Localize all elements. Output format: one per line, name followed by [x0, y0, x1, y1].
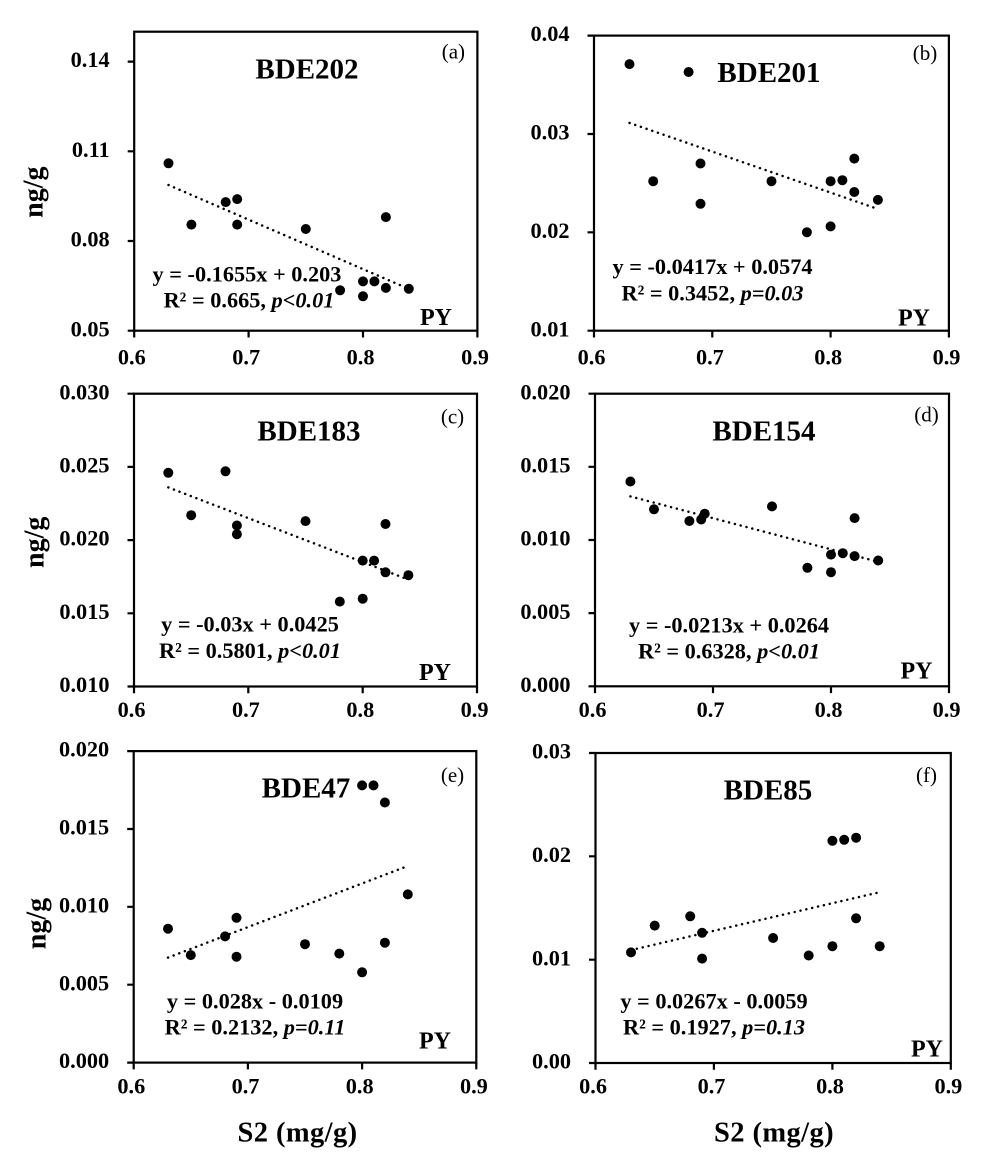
- svg-text:0.010: 0.010: [520, 526, 570, 551]
- svg-text:ng/g: ng/g: [19, 167, 50, 218]
- svg-text:0.6: 0.6: [118, 344, 146, 369]
- svg-text:0.00: 0.00: [532, 1049, 571, 1074]
- svg-text:S2 (mg/g): S2 (mg/g): [714, 1117, 834, 1148]
- svg-text:y = -0.0417x + 0.0574: y = -0.0417x + 0.0574: [612, 254, 812, 279]
- svg-text:0.020: 0.020: [59, 737, 109, 762]
- svg-text:y = -0.0213x + 0.0264: y = -0.0213x + 0.0264: [629, 613, 829, 638]
- svg-text:0.03: 0.03: [530, 120, 569, 145]
- svg-text:0.8: 0.8: [346, 1074, 374, 1099]
- svg-text:0.7: 0.7: [232, 1074, 260, 1099]
- svg-text:R² = 0.1927, p=0.13: R² = 0.1927, p=0.13: [623, 1015, 805, 1040]
- svg-text:(e): (e): [441, 763, 464, 787]
- svg-text:0.015: 0.015: [520, 452, 570, 477]
- svg-text:0.000: 0.000: [520, 672, 570, 697]
- svg-text:(c): (c): [441, 405, 464, 429]
- svg-text:PY: PY: [901, 659, 933, 685]
- svg-text:R² = 0.5801, p<0.01: R² = 0.5801, p<0.01: [159, 638, 341, 663]
- svg-text:BDE201: BDE201: [717, 57, 820, 89]
- svg-text:0.6: 0.6: [118, 697, 146, 722]
- svg-text:PY: PY: [419, 1029, 451, 1055]
- svg-text:0.08: 0.08: [71, 227, 110, 252]
- svg-text:0.04: 0.04: [530, 21, 569, 46]
- svg-text:0.010: 0.010: [59, 892, 109, 917]
- svg-text:y = -0.03x + 0.0425: y = -0.03x + 0.0425: [161, 612, 339, 637]
- svg-text:0.000: 0.000: [59, 1048, 109, 1073]
- svg-text:0.6: 0.6: [578, 344, 606, 369]
- svg-text:y = -0.1655x + 0.203: y = -0.1655x + 0.203: [153, 262, 342, 287]
- svg-text:0.020: 0.020: [520, 379, 570, 404]
- svg-text:0.02: 0.02: [530, 218, 569, 243]
- svg-text:0.7: 0.7: [232, 344, 260, 369]
- svg-text:0.6: 0.6: [117, 1074, 145, 1099]
- svg-text:0.02: 0.02: [532, 842, 571, 867]
- svg-text:PY: PY: [911, 1037, 943, 1063]
- svg-text:0.05: 0.05: [71, 316, 110, 341]
- svg-text:0.005: 0.005: [59, 970, 109, 995]
- svg-text:(b): (b): [913, 41, 938, 65]
- svg-text:0.11: 0.11: [72, 137, 110, 162]
- svg-text:0.9: 0.9: [933, 344, 961, 369]
- svg-text:BDE202: BDE202: [255, 53, 358, 85]
- svg-text:S2 (mg/g): S2 (mg/g): [238, 1117, 358, 1148]
- svg-text:y = 0.028x - 0.0109: y = 0.028x - 0.0109: [167, 989, 343, 1014]
- svg-text:BDE47: BDE47: [262, 773, 351, 805]
- svg-text:0.6: 0.6: [579, 697, 607, 722]
- svg-text:0.010: 0.010: [59, 672, 109, 697]
- svg-text:0.015: 0.015: [59, 599, 109, 624]
- svg-text:BDE183: BDE183: [257, 415, 360, 447]
- svg-text:0.025: 0.025: [59, 453, 109, 478]
- svg-text:0.8: 0.8: [347, 344, 375, 369]
- svg-text:0.9: 0.9: [461, 344, 489, 369]
- svg-text:0.01: 0.01: [530, 316, 569, 341]
- svg-text:0.03: 0.03: [532, 739, 571, 764]
- svg-text:0.9: 0.9: [934, 1074, 962, 1099]
- svg-text:(f): (f): [916, 763, 937, 787]
- svg-text:0.030: 0.030: [59, 379, 109, 404]
- svg-text:y = 0.0267x - 0.0059: y = 0.0267x - 0.0059: [620, 989, 807, 1014]
- svg-text:0.7: 0.7: [698, 1074, 726, 1099]
- svg-text:(d): (d): [914, 402, 939, 426]
- svg-text:0.015: 0.015: [59, 815, 109, 840]
- svg-text:0.8: 0.8: [346, 697, 374, 722]
- svg-text:0.7: 0.7: [696, 344, 724, 369]
- svg-text:0.7: 0.7: [697, 697, 725, 722]
- svg-text:0.01: 0.01: [532, 945, 571, 970]
- svg-text:0.9: 0.9: [460, 1074, 488, 1099]
- svg-text:0.6: 0.6: [579, 1074, 607, 1099]
- svg-text:0.7: 0.7: [232, 697, 260, 722]
- svg-text:PY: PY: [420, 305, 452, 331]
- svg-text:R² = 0.6328, p<0.01: R² = 0.6328, p<0.01: [638, 639, 820, 664]
- svg-text:0.8: 0.8: [816, 1074, 844, 1099]
- svg-text:PY: PY: [419, 660, 451, 686]
- svg-text:PY: PY: [898, 306, 930, 332]
- svg-text:ng/g: ng/g: [19, 517, 50, 568]
- svg-text:ng/g: ng/g: [21, 898, 52, 949]
- svg-text:0.8: 0.8: [815, 697, 843, 722]
- svg-text:R² = 0.2132, p=0.11: R² = 0.2132, p=0.11: [165, 1015, 346, 1040]
- svg-text:(a): (a): [442, 39, 465, 63]
- svg-text:R² = 0.3452, p=0.03: R² = 0.3452, p=0.03: [622, 281, 804, 306]
- svg-text:0.8: 0.8: [814, 344, 842, 369]
- svg-text:0.14: 0.14: [71, 47, 110, 72]
- svg-text:BDE154: BDE154: [712, 415, 815, 447]
- svg-text:0.005: 0.005: [520, 599, 570, 624]
- svg-text:0.020: 0.020: [59, 526, 109, 551]
- svg-text:0.9: 0.9: [933, 697, 961, 722]
- svg-text:R² = 0.665, p<0.01: R² = 0.665, p<0.01: [164, 287, 335, 312]
- svg-text:BDE85: BDE85: [724, 775, 813, 807]
- svg-text:0.9: 0.9: [461, 697, 489, 722]
